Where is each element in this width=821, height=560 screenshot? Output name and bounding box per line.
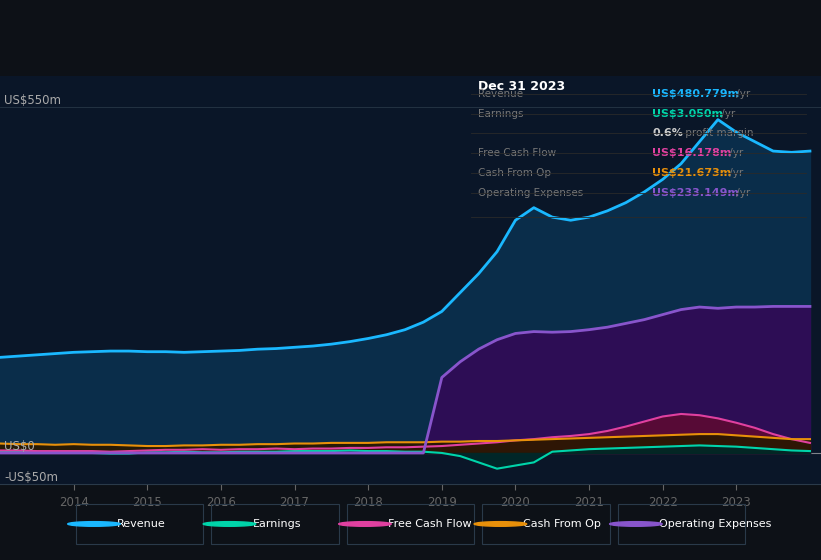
Text: Revenue: Revenue (117, 519, 166, 529)
Text: US$16.178m: US$16.178m (653, 148, 732, 158)
Text: /yr: /yr (733, 89, 750, 99)
Text: Dec 31 2023: Dec 31 2023 (478, 80, 565, 93)
Text: US$233.149m: US$233.149m (653, 188, 739, 198)
Text: /yr: /yr (726, 148, 743, 158)
Circle shape (67, 521, 120, 526)
Text: Free Cash Flow: Free Cash Flow (388, 519, 471, 529)
Circle shape (475, 521, 527, 526)
Text: US$3.050m: US$3.050m (653, 109, 723, 119)
Text: US$0: US$0 (4, 440, 34, 453)
Text: US$550m: US$550m (4, 94, 61, 107)
Text: /yr: /yr (726, 168, 743, 178)
Text: US$480.779m: US$480.779m (653, 89, 740, 99)
Text: Revenue: Revenue (478, 89, 523, 99)
Text: /yr: /yr (733, 188, 750, 198)
Text: US$21.673m: US$21.673m (653, 168, 732, 178)
Text: Free Cash Flow: Free Cash Flow (478, 148, 556, 158)
Text: Earnings: Earnings (252, 519, 301, 529)
Circle shape (203, 521, 256, 526)
Text: Operating Expenses: Operating Expenses (659, 519, 771, 529)
Text: Earnings: Earnings (478, 109, 523, 119)
Text: -US$50m: -US$50m (4, 472, 58, 484)
Text: /yr: /yr (718, 109, 736, 119)
Circle shape (609, 521, 662, 526)
Circle shape (339, 521, 392, 526)
Text: Cash From Op: Cash From Op (478, 168, 551, 178)
Text: profit margin: profit margin (681, 128, 753, 138)
Text: 0.6%: 0.6% (653, 128, 683, 138)
Text: Cash From Op: Cash From Op (524, 519, 601, 529)
Text: Operating Expenses: Operating Expenses (478, 188, 583, 198)
